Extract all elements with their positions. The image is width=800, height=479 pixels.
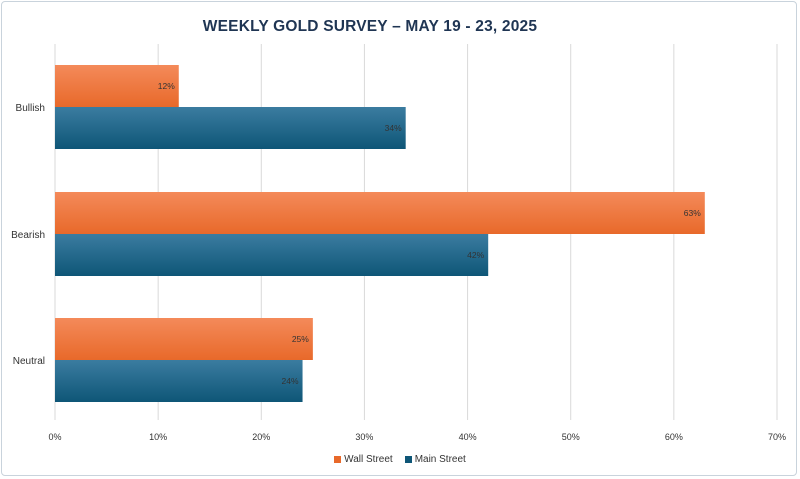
x-tick-label: 10% (149, 432, 167, 442)
bar-main-street-bearish (55, 234, 489, 276)
legend-swatch-wall-street (334, 456, 342, 463)
chart-title: WEEKLY GOLD SURVEY – MAY 19 - 23, 2025 (202, 18, 538, 35)
x-tick-label: 40% (459, 432, 477, 442)
x-tick-label: 20% (252, 432, 270, 442)
x-tick-label: 60% (665, 432, 683, 442)
bar-wall-street-bullish (55, 65, 179, 107)
category-label-neutral: Neutral (13, 356, 45, 367)
bar-main-street-neutral (55, 360, 303, 402)
legend-label-wall-street: Wall Street (344, 454, 393, 465)
legend-item-main-street: Main Street (404, 454, 466, 465)
legend-swatch-main-street (404, 456, 412, 463)
bar-wall-street-neutral (55, 318, 313, 360)
x-tick-label: 70% (768, 432, 786, 442)
chart-legend: Wall Street Main Street (0, 454, 800, 465)
legend-item-wall-street: Wall Street (334, 454, 393, 465)
x-tick-label: 50% (562, 432, 580, 442)
bar-main-street-bullish (55, 107, 406, 149)
category-label-bearish: Bearish (11, 230, 45, 241)
data-label-main-street-neutral: 24% (282, 376, 299, 386)
data-label-wall-street-bearish: 63% (684, 208, 701, 218)
data-label-wall-street-bullish: 12% (158, 81, 175, 91)
data-label-main-street-bearish: 42% (467, 250, 484, 260)
data-label-wall-street-neutral: 25% (292, 334, 309, 344)
legend-label-main-street: Main Street (414, 454, 466, 465)
bar-wall-street-bearish (55, 192, 705, 234)
category-label-bullish: Bullish (16, 103, 45, 114)
x-tick-label: 30% (355, 432, 373, 442)
data-label-main-street-bullish: 34% (385, 123, 402, 133)
x-tick-label: 0% (48, 432, 61, 442)
